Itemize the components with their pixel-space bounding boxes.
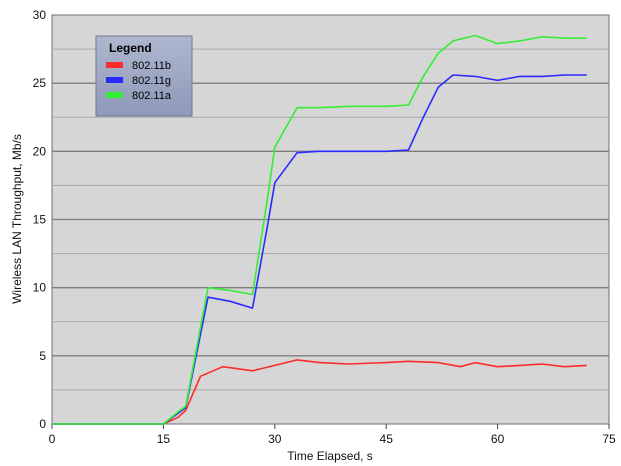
series-line-802-11g [52,74,587,425]
legend-box [95,35,193,117]
x-tick-label: 60 [491,432,505,446]
y-axis-title: Wireless LAN Throughput, Mb/s [10,134,24,304]
legend-title: Legend [109,41,152,55]
x-tick-label: 30 [268,432,282,446]
legend-label: 802.11b [132,60,171,72]
x-tick-label: 45 [380,432,394,446]
y-tick-label: 5 [39,349,46,363]
series-line-802-11b [52,359,587,425]
x-tick-label: 75 [602,432,616,446]
y-tick-label: 20 [33,144,47,158]
y-tick-label: 10 [33,281,47,295]
series-lines [52,34,587,425]
y-tick-label: 25 [33,76,47,90]
x-tick-label: 15 [157,432,171,446]
series-line-802-11a [52,34,587,425]
y-axis-ticks: 0 5 10 15 20 25 30 [33,8,47,431]
y-tick-label: 15 [33,213,47,227]
legend: Legend 802.11b 802.11g 802.11a [95,35,193,117]
legend-swatch [106,92,123,98]
x-axis-ticks: 0 15 30 45 60 75 [49,424,616,446]
legend-label: 802.11a [132,90,172,102]
y-tick-label: 30 [33,8,47,22]
legend-label: 802.11g [132,75,171,87]
x-tick-label: 0 [49,432,56,446]
legend-swatch [106,77,123,83]
y-tick-label: 0 [39,417,46,431]
legend-swatch [106,62,123,68]
x-axis-title: Time Elapsed, s [287,449,373,463]
